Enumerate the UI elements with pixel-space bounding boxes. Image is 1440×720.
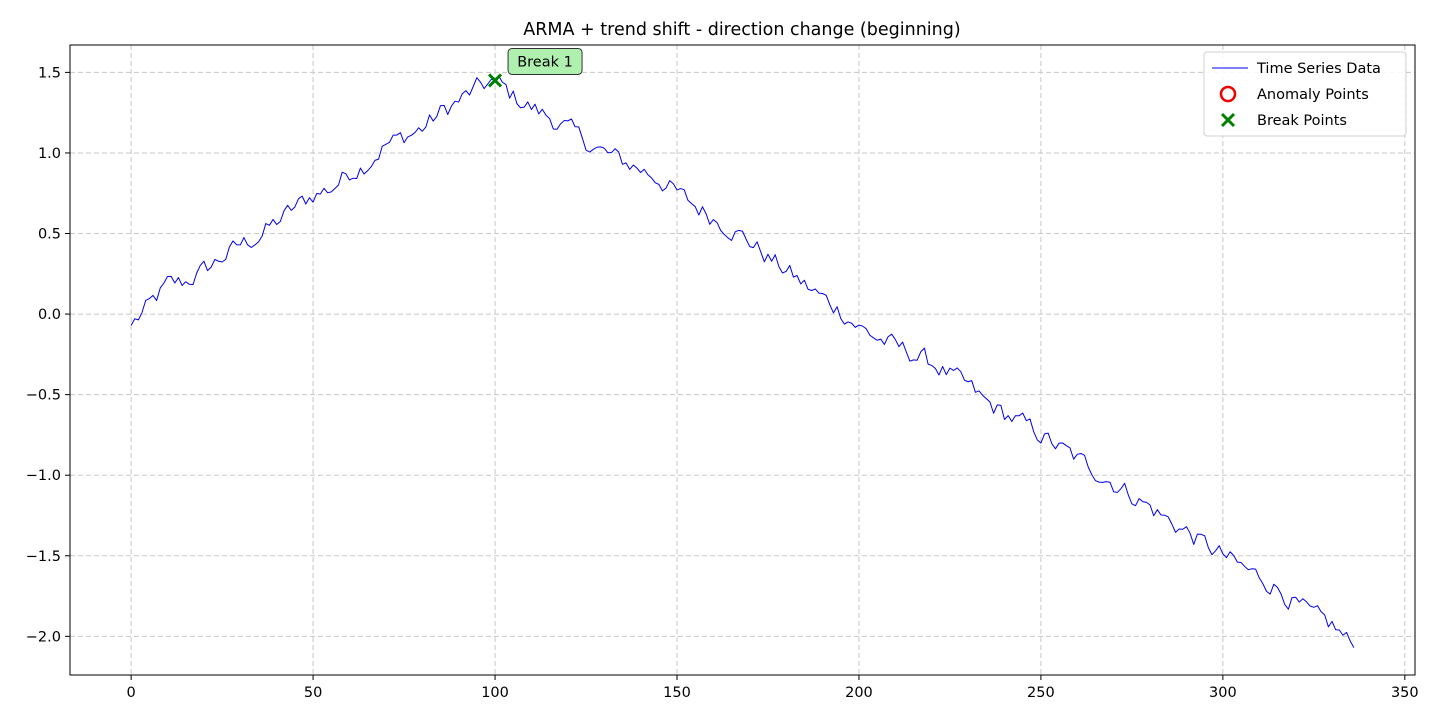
break-point-marker-1 bbox=[487, 73, 503, 88]
y-tick-label-5: 0.5 bbox=[38, 227, 61, 243]
x-tick-label-100: 100 bbox=[481, 685, 509, 701]
legend: Time Series Data Anomaly Points Break Poin… bbox=[1203, 51, 1407, 137]
legend-label-3: Break Points bbox=[1257, 113, 1347, 129]
x-tick-label-300: 300 bbox=[1209, 685, 1237, 701]
break-point-marker-stroke-b bbox=[487, 73, 503, 88]
y-tick-label-6: 1.0 bbox=[38, 146, 61, 162]
x-tick-label-150: 150 bbox=[663, 685, 691, 701]
chart-title: ARMA + trend shift - direction change (b… bbox=[523, 20, 960, 40]
x-tick-label-50: 50 bbox=[304, 685, 322, 701]
y-tick-label-3: −0.5 bbox=[26, 388, 61, 404]
grid bbox=[70, 45, 1415, 675]
legend-frame bbox=[1203, 51, 1407, 137]
x-tick-label-250: 250 bbox=[1027, 685, 1055, 701]
plot-frame bbox=[69, 44, 1416, 676]
y-tick-label-0: −2.0 bbox=[26, 629, 61, 645]
series-line-time-series-data bbox=[130, 75, 1355, 648]
y-tick-label-4: 0.0 bbox=[38, 307, 61, 323]
legend-x-swatch-b bbox=[1220, 112, 1236, 128]
legend-label-2: Anomaly Points bbox=[1257, 87, 1369, 103]
data-line-layer bbox=[130, 75, 1355, 648]
x-tick-label-200: 200 bbox=[845, 685, 873, 701]
marker-layer bbox=[487, 73, 503, 88]
y-tick-label-2: −1.0 bbox=[26, 468, 61, 484]
x-tick-label-0: 0 bbox=[127, 685, 136, 701]
axes: 0 50 100 150 200 250 300 350 −2.0 −1.5 −1.0 −0.5 0.0… bbox=[26, 44, 1419, 701]
x-tick-label-350: 350 bbox=[1391, 685, 1419, 701]
annotation-box-1 bbox=[507, 47, 583, 75]
legend-label-1: Time Series Data bbox=[1256, 61, 1381, 77]
annotation-label-1: Break 1 bbox=[517, 54, 573, 70]
annotation-layer: Break 1 bbox=[507, 47, 583, 75]
y-tick-label-1: −1.5 bbox=[26, 549, 61, 565]
y-tick-label-7: 1.5 bbox=[38, 65, 61, 81]
legend-circle-swatch bbox=[1219, 85, 1237, 103]
